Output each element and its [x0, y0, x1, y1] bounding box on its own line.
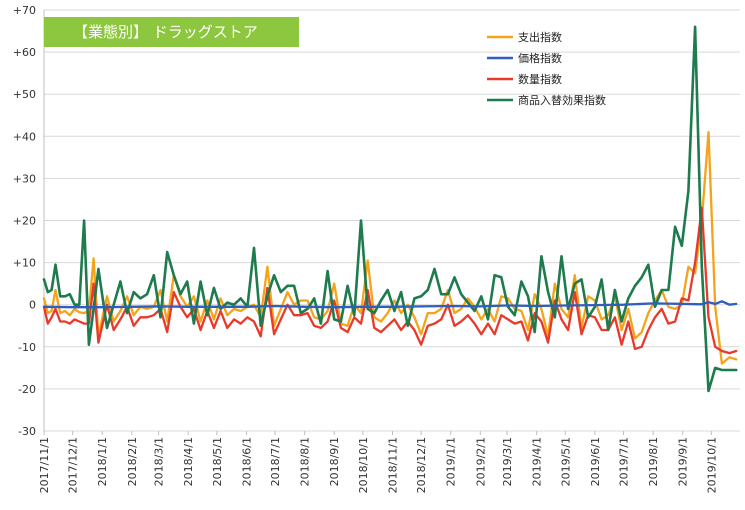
y-tick-label: +50	[13, 88, 36, 101]
x-tick-label: 2019/4/1	[531, 437, 544, 486]
x-tick-label: 2017/11/1	[38, 437, 51, 493]
series-line-4	[42, 25, 738, 393]
grid-lines	[43, 9, 740, 432]
legend-label: 数量指数	[518, 72, 562, 86]
series-line-2	[42, 300, 738, 309]
chart-title-box: 【業態別】 ドラッグストア	[44, 17, 299, 47]
y-tick-label: +70	[13, 4, 36, 17]
series-line-1	[42, 130, 738, 365]
x-tick-label: 2018/4/1	[182, 437, 195, 486]
x-tick-label: 2017/12/1	[67, 437, 80, 493]
y-tick-label: -20	[18, 383, 36, 396]
title-background	[44, 17, 299, 47]
x-tick-label: 2018/8/1	[299, 437, 312, 486]
y-tick-label: +10	[13, 257, 36, 270]
series-line-3	[42, 206, 738, 355]
x-tick-label: 2019/10/1	[705, 437, 718, 493]
x-tick-label: 2018/11/1	[386, 437, 399, 493]
x-tick-label: 2018/5/1	[211, 437, 224, 486]
x-tick-label: 2019/6/1	[589, 437, 602, 486]
y-tick-label: -10	[18, 341, 36, 354]
legend-label: 商品入替効果指数	[518, 93, 606, 107]
x-tick-label: 2019/8/1	[647, 437, 660, 486]
y-tick-label: +60	[13, 46, 36, 59]
x-tick-label: 2019/7/1	[618, 437, 631, 486]
y-tick-label: +40	[13, 130, 36, 143]
y-tick-label: +20	[13, 215, 36, 228]
series-lines	[42, 25, 738, 393]
x-tick-label: 2018/7/1	[269, 437, 282, 486]
x-tick-label: 2018/6/1	[240, 437, 253, 486]
y-tick-label: +30	[13, 172, 36, 185]
legend-label: 支出指数	[518, 30, 562, 44]
x-tick-label: 2018/12/1	[415, 437, 428, 493]
y-tick-label: -30	[18, 425, 36, 438]
x-tick-label: 2019/5/1	[559, 437, 572, 486]
y-axis-tick-labels: -30 -20 -10 0 +10 +20 +30 +40 +50 +60 +70	[13, 4, 36, 438]
x-tick-label: 2018/10/1	[357, 437, 370, 493]
x-tick-label: 2018/2/1	[126, 437, 139, 486]
legend-label: 価格指数	[518, 51, 562, 65]
x-tick-label: 2019/9/1	[677, 437, 690, 486]
x-tick-label: 2018/1/1	[96, 437, 109, 486]
x-tick-label: 2019/3/1	[501, 437, 514, 486]
x-axis-tick-labels: 2017/11/1 2017/12/1 2018/1/1 2018/2/1 2018/3…	[38, 431, 718, 493]
y-tick-label: 0	[29, 299, 36, 312]
x-tick-label: 2019/1/1	[445, 437, 458, 486]
x-tick-label: 2018/9/1	[328, 437, 341, 486]
x-tick-label: 2019/2/1	[474, 437, 487, 486]
x-tick-label: 2018/3/1	[153, 437, 166, 486]
chart-title: 【業態別】 ドラッグストア	[73, 23, 258, 41]
